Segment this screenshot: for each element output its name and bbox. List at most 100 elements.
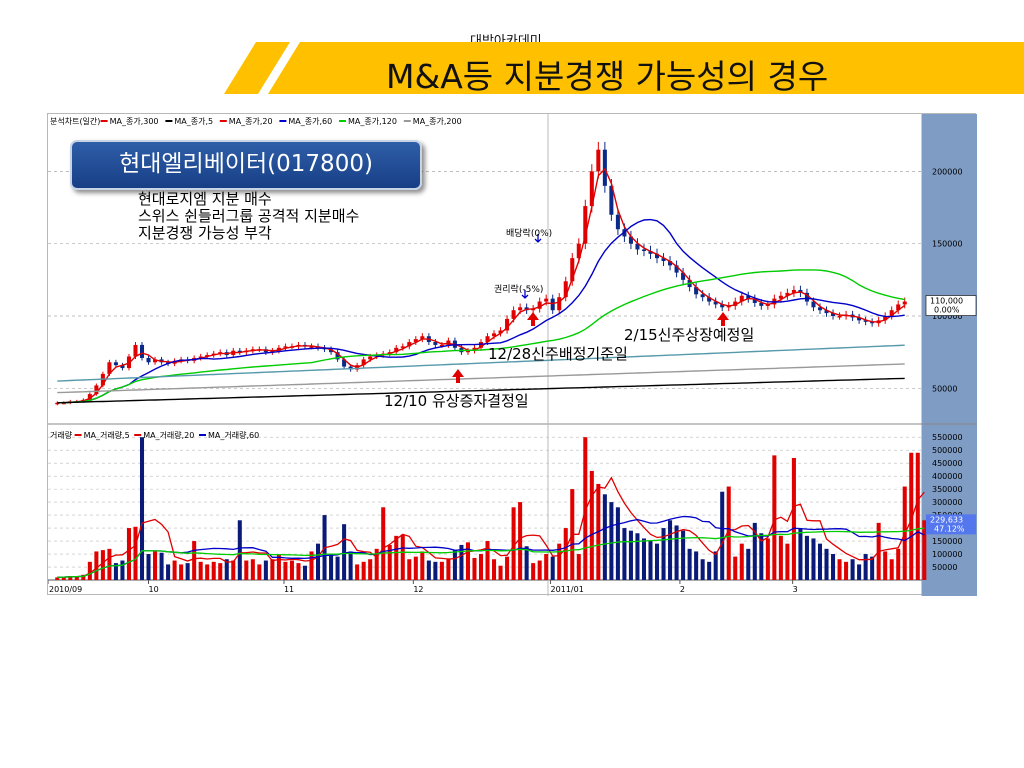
candle-body bbox=[713, 301, 718, 305]
candle-body bbox=[726, 305, 731, 308]
note-line-2: 스위스 쉰들러그룹 공격적 지분매수 bbox=[138, 207, 360, 225]
candle-body bbox=[720, 304, 725, 308]
volume-axis-tick-8: 150000 bbox=[932, 537, 963, 546]
x-axis-label-2: 11 bbox=[284, 585, 294, 594]
volume-bar bbox=[381, 507, 386, 580]
volume-bar bbox=[74, 576, 79, 580]
candle-body bbox=[133, 344, 138, 357]
candle-body bbox=[537, 301, 542, 309]
volume-bar bbox=[192, 541, 197, 580]
volume-bar bbox=[179, 564, 184, 580]
volume-bar bbox=[433, 561, 438, 580]
volume-bar bbox=[400, 534, 405, 580]
candle-body bbox=[492, 333, 497, 337]
volume-bar bbox=[498, 565, 503, 580]
candle-body bbox=[902, 301, 907, 305]
candle-body bbox=[557, 297, 562, 311]
candle-body bbox=[153, 359, 158, 363]
price-legend-item-2: MA_종가,5 bbox=[174, 117, 213, 126]
volume-axis-tick-4: 350000 bbox=[932, 485, 963, 494]
volume-bar bbox=[811, 538, 816, 580]
candle-body bbox=[368, 356, 373, 360]
volume-bar bbox=[583, 437, 588, 580]
volume-bar bbox=[68, 576, 73, 580]
volume-bar bbox=[335, 556, 340, 580]
volume-axis-tick-10: 50000 bbox=[932, 563, 957, 572]
volume-bar bbox=[153, 551, 158, 580]
candle-body bbox=[446, 340, 451, 345]
volume-bar bbox=[87, 561, 92, 580]
volume-bar bbox=[244, 560, 249, 580]
volume-axis-tick-2: 450000 bbox=[932, 459, 963, 468]
candle-body bbox=[648, 250, 653, 254]
x-axis-label-0: 2010/09 bbox=[49, 585, 82, 594]
volume-bar bbox=[681, 530, 686, 580]
volume-bar bbox=[752, 522, 757, 580]
event-base-date: 12/28신주배정기준일 bbox=[488, 345, 628, 363]
title-banner bbox=[224, 42, 1024, 94]
price-ma-line-5 bbox=[57, 377, 905, 404]
volume-bar bbox=[844, 561, 849, 580]
candle-body bbox=[857, 317, 862, 321]
volume-bar bbox=[622, 528, 627, 580]
candle-body bbox=[472, 347, 477, 351]
volume-bar bbox=[537, 560, 542, 580]
volume-bar bbox=[126, 528, 131, 580]
price-legend-item-4: MA_종가,60 bbox=[288, 117, 332, 126]
x-axis-label-5: 2 bbox=[680, 585, 685, 594]
price-axis-tick-1: 150000 bbox=[932, 240, 963, 249]
volume-bar bbox=[746, 548, 751, 580]
candle-body bbox=[465, 350, 470, 353]
volume-bar bbox=[420, 551, 425, 580]
volume-bar bbox=[791, 457, 796, 580]
volume-bar bbox=[824, 548, 829, 580]
volume-bar bbox=[857, 564, 862, 580]
candle-body bbox=[661, 258, 666, 262]
candle-body bbox=[700, 294, 705, 298]
candle-body bbox=[635, 243, 640, 250]
volume-bar bbox=[237, 520, 242, 580]
event-listing: 2/15신주상장예정일 bbox=[624, 326, 755, 344]
volume-bar bbox=[674, 525, 679, 580]
candle-body bbox=[146, 357, 151, 363]
volume-bar bbox=[485, 541, 490, 580]
price-legend-item-0: 분석차트(일간) bbox=[50, 116, 100, 126]
volume-bar bbox=[661, 528, 666, 580]
volume-axis-tick-3: 400000 bbox=[932, 472, 963, 481]
banner-stripe-2 bbox=[268, 42, 1024, 94]
volume-bar bbox=[355, 564, 360, 580]
candle-body bbox=[198, 356, 203, 358]
candle-body bbox=[870, 321, 875, 324]
price-readout-value: 110,000 bbox=[930, 297, 963, 306]
candle-body bbox=[883, 316, 888, 321]
volume-bars bbox=[55, 437, 927, 580]
volume-bar bbox=[831, 554, 836, 580]
x-axis-label-3: 12 bbox=[413, 585, 423, 594]
volume-bar bbox=[211, 561, 216, 580]
x-axis-label-1: 10 bbox=[149, 585, 159, 594]
volume-bar bbox=[250, 559, 255, 580]
price-ma-line-1 bbox=[57, 218, 905, 404]
volume-bar bbox=[361, 561, 366, 580]
volume-bar bbox=[492, 559, 497, 580]
price-readout-box bbox=[925, 295, 977, 316]
volume-bar bbox=[309, 551, 314, 580]
volume-bar bbox=[641, 538, 646, 580]
slide-title: M&A등 지분경쟁 가능성의 경우 bbox=[386, 57, 829, 96]
candle-body bbox=[811, 301, 816, 308]
axis-panel-border bbox=[921, 114, 977, 596]
volume-bar bbox=[759, 533, 764, 580]
candle-body bbox=[94, 385, 99, 395]
candle-body bbox=[505, 318, 510, 331]
banner-stripe-1 bbox=[224, 42, 290, 94]
candle-body bbox=[615, 214, 620, 230]
event-decision: 12/10 유상증자결정일 bbox=[384, 392, 529, 410]
candle-body bbox=[602, 149, 607, 186]
volume-bar bbox=[374, 548, 379, 580]
volume-bar bbox=[185, 563, 190, 580]
x-axis-label-6: 3 bbox=[793, 585, 798, 594]
candle-body bbox=[342, 359, 347, 367]
candle-body bbox=[707, 297, 712, 302]
price-legend-item-1: MA_종가,300 bbox=[110, 117, 159, 126]
volume-readout-value: 229,633 bbox=[930, 515, 963, 524]
